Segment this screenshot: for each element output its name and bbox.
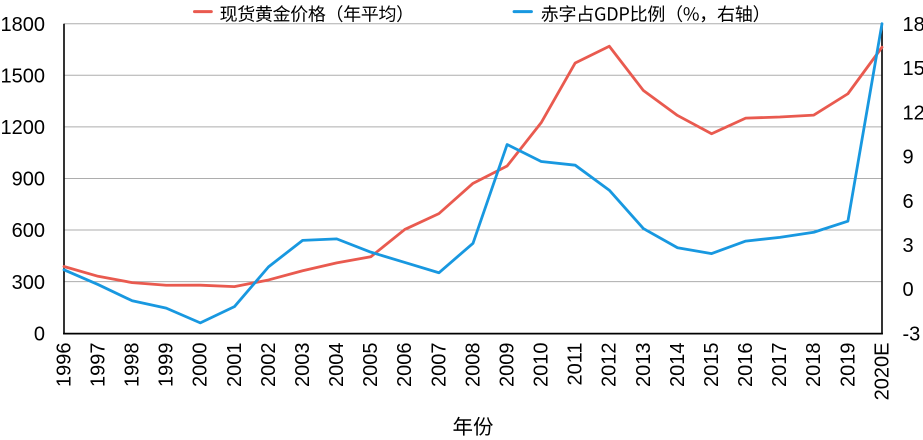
svg-text:2015: 2015 — [701, 343, 723, 388]
svg-text:2017: 2017 — [769, 343, 791, 388]
svg-text:15: 15 — [903, 58, 923, 80]
svg-text:2019: 2019 — [837, 343, 859, 388]
svg-text:2006: 2006 — [394, 343, 416, 388]
svg-text:6: 6 — [903, 191, 914, 213]
svg-text:900: 900 — [12, 169, 45, 191]
svg-text:0: 0 — [34, 323, 45, 345]
svg-text:1997: 1997 — [87, 343, 109, 388]
svg-text:2001: 2001 — [224, 343, 246, 388]
svg-text:-3: -3 — [903, 323, 921, 345]
svg-text:2012: 2012 — [599, 343, 621, 388]
svg-text:2005: 2005 — [360, 343, 382, 388]
svg-text:2013: 2013 — [633, 343, 655, 388]
svg-text:2020E: 2020E — [871, 343, 893, 401]
svg-text:2014: 2014 — [667, 343, 689, 388]
svg-text:600: 600 — [12, 220, 45, 242]
svg-text:3: 3 — [903, 235, 914, 257]
svg-text:2008: 2008 — [462, 343, 484, 388]
svg-text:18: 18 — [903, 14, 923, 36]
svg-text:1200: 1200 — [1, 117, 46, 139]
svg-text:2011: 2011 — [565, 343, 587, 386]
svg-text:1500: 1500 — [1, 65, 46, 87]
svg-text:2010: 2010 — [531, 343, 553, 388]
svg-text:2003: 2003 — [292, 343, 314, 388]
svg-text:2002: 2002 — [258, 343, 280, 388]
svg-text:2007: 2007 — [428, 343, 450, 388]
svg-text:12: 12 — [903, 102, 923, 124]
svg-text:1999: 1999 — [156, 343, 178, 388]
svg-text:0: 0 — [903, 279, 914, 301]
svg-text:2000: 2000 — [190, 343, 212, 388]
svg-text:2009: 2009 — [496, 343, 518, 388]
svg-text:1996: 1996 — [53, 343, 75, 388]
svg-text:300: 300 — [12, 272, 45, 294]
svg-text:2004: 2004 — [326, 343, 348, 388]
svg-text:9: 9 — [903, 147, 914, 169]
svg-text:2018: 2018 — [803, 343, 825, 388]
svg-text:2016: 2016 — [735, 343, 757, 388]
svg-text:1998: 1998 — [122, 343, 144, 388]
svg-text:1800: 1800 — [1, 14, 46, 36]
